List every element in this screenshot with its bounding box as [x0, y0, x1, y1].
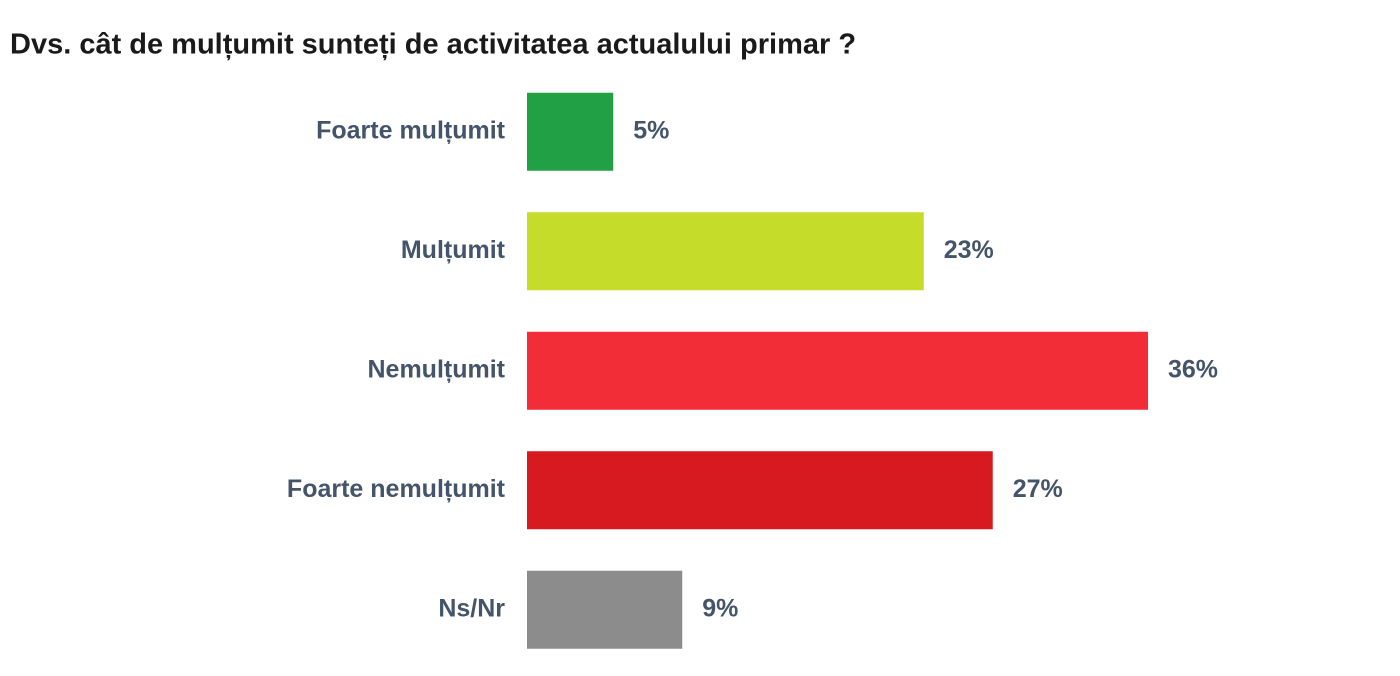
category-label: Foarte nemulțumit	[287, 475, 506, 503]
bar	[527, 570, 683, 649]
chart-title: Dvs. cât de mulțumit sunteți de activita…	[10, 29, 856, 61]
value-label: 27%	[1013, 475, 1063, 503]
bar	[527, 92, 614, 171]
value-label: 9%	[702, 594, 738, 622]
value-label: 36%	[1168, 355, 1218, 383]
value-label: 5%	[633, 116, 669, 144]
category-label: Ns/Nr	[438, 594, 505, 622]
category-label: Foarte mulțumit	[316, 116, 506, 144]
bar	[527, 331, 1148, 410]
bar	[527, 451, 993, 530]
bar	[527, 212, 924, 291]
value-label: 23%	[944, 236, 994, 264]
category-label: Mulțumit	[401, 236, 506, 264]
category-label: Nemulțumit	[368, 355, 506, 383]
